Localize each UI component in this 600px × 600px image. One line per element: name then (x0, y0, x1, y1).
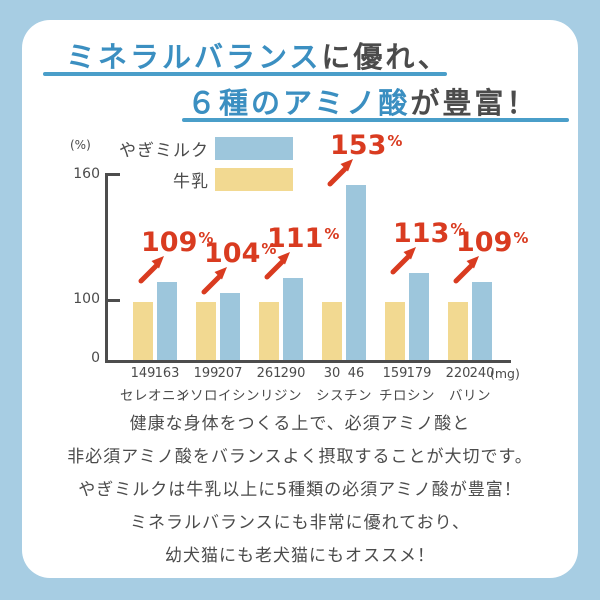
increase-arrow-icon (262, 249, 296, 281)
mg-value-cow: 159 (382, 366, 408, 381)
title-line-1: ミネラルバランスに優れ、 (66, 34, 450, 76)
title-line1-rest: に優れ、 (321, 40, 450, 74)
bar-cow-milk (322, 302, 342, 360)
increase-arrow-icon (325, 156, 359, 188)
x-axis-unit: (mg) (490, 366, 520, 381)
y-axis-line (105, 173, 108, 363)
category-label: イソロイシン (176, 388, 260, 404)
legend-label-goat-milk: やぎミルク (119, 141, 209, 161)
percent-label: 113% (393, 218, 465, 249)
title-line1-highlight: ミネラルバランス (66, 40, 322, 74)
infographic-card: ミネラルバランスに優れ、 ６種のアミノ酸が豊富！ やぎミルク 牛乳 (%) 16… (22, 20, 578, 578)
mg-value-cow: 220 (445, 366, 471, 381)
bar-cow-milk (196, 302, 216, 360)
body-text-line-5: 幼犬猫にも老犬猫にもオススメ！ (165, 546, 435, 566)
mg-value-cow: 149 (130, 366, 156, 381)
category-label: セレオニン (120, 388, 190, 404)
increase-arrow-icon (136, 253, 170, 285)
percent-value: 111 (267, 222, 324, 254)
body-text-line-3: やぎミルクは牛乳以上に5種類の必須アミノ酸が豊富！ (78, 480, 522, 500)
mg-value-goat: 46 (347, 366, 365, 381)
body-text-line-1: 健康な身体をつくる上で、必須アミノ酸と (129, 414, 471, 434)
mg-value-goat: 207 (217, 366, 243, 381)
y-tick-160: 160 (73, 166, 100, 182)
percent-label: 104% (204, 238, 276, 269)
body-text-line-4: ミネラルバランスにも非常に優れており、 (130, 513, 470, 533)
bar-goat-milk (346, 185, 366, 360)
body-text-line-2: 非必須アミノ酸をバランスよく摂取することが大切です。 (67, 447, 533, 467)
y-axis-tick-100 (105, 299, 120, 302)
mg-value-goat: 179 (406, 366, 432, 381)
percent-value: 109 (141, 227, 198, 259)
bar-goat-milk (157, 282, 177, 360)
category-label: シスチン (316, 388, 372, 404)
bar-cow-milk (133, 302, 153, 360)
y-axis-unit: (%) (70, 138, 91, 152)
percent-value: 113 (393, 218, 450, 250)
title-line-2: ６種のアミノ酸が豊富！ (187, 80, 538, 122)
legend-item-goat-milk: やぎミルク (117, 136, 293, 161)
percent-value: 104 (204, 238, 261, 270)
percent-sign: % (198, 229, 214, 248)
bar-goat-milk (409, 273, 429, 360)
increase-arrow-icon (388, 244, 422, 276)
title-underline-1 (43, 72, 447, 76)
mg-value-goat: 240 (469, 366, 495, 381)
y-axis-tick-160 (105, 173, 120, 176)
category-label: リジン (260, 388, 302, 404)
mg-value-cow: 30 (323, 366, 341, 381)
legend-swatch-goat-milk (215, 137, 293, 160)
increase-arrow-icon (451, 253, 485, 285)
percent-sign: % (387, 132, 403, 151)
bar-cow-milk (385, 302, 405, 360)
mg-value-goat: 163 (154, 366, 180, 381)
bar-goat-milk (283, 277, 303, 360)
title-line2-highlight: ６種のアミノ酸 (187, 86, 411, 120)
percent-label: 153% (330, 130, 402, 161)
body-text: 健康な身体をつくる上で、必須アミノ酸と 非必須アミノ酸をバランスよく摂取すること… (22, 408, 578, 573)
increase-arrow-icon (199, 264, 233, 296)
percent-sign: % (261, 240, 277, 259)
percent-label: 109% (141, 227, 213, 258)
y-tick-100: 100 (73, 291, 100, 307)
legend-item-cow-milk: 牛乳 (117, 167, 293, 192)
bar-goat-milk (472, 282, 492, 360)
bar-goat-milk (220, 293, 240, 360)
y-tick-0: 0 (91, 350, 100, 366)
category-label: バリン (449, 388, 491, 404)
percent-sign: % (450, 220, 466, 239)
mg-value-cow: 199 (193, 366, 219, 381)
bar-cow-milk (448, 302, 468, 360)
bar-cow-milk (259, 302, 279, 360)
title-line2-rest: が豊富！ (410, 86, 539, 120)
percent-value: 109 (456, 227, 513, 259)
x-axis-line (105, 360, 511, 363)
legend-label-cow-milk: 牛乳 (173, 172, 209, 192)
percent-sign: % (324, 224, 340, 243)
title-underline-2 (182, 118, 569, 122)
mg-value-goat: 290 (280, 366, 306, 381)
percent-label: 111% (267, 223, 339, 254)
percent-label: 109% (456, 227, 528, 258)
percent-sign: % (513, 229, 529, 248)
mg-value-cow: 261 (256, 366, 282, 381)
legend-swatch-cow-milk (215, 168, 293, 191)
category-label: チロシン (379, 388, 435, 404)
percent-value: 153 (330, 130, 387, 162)
